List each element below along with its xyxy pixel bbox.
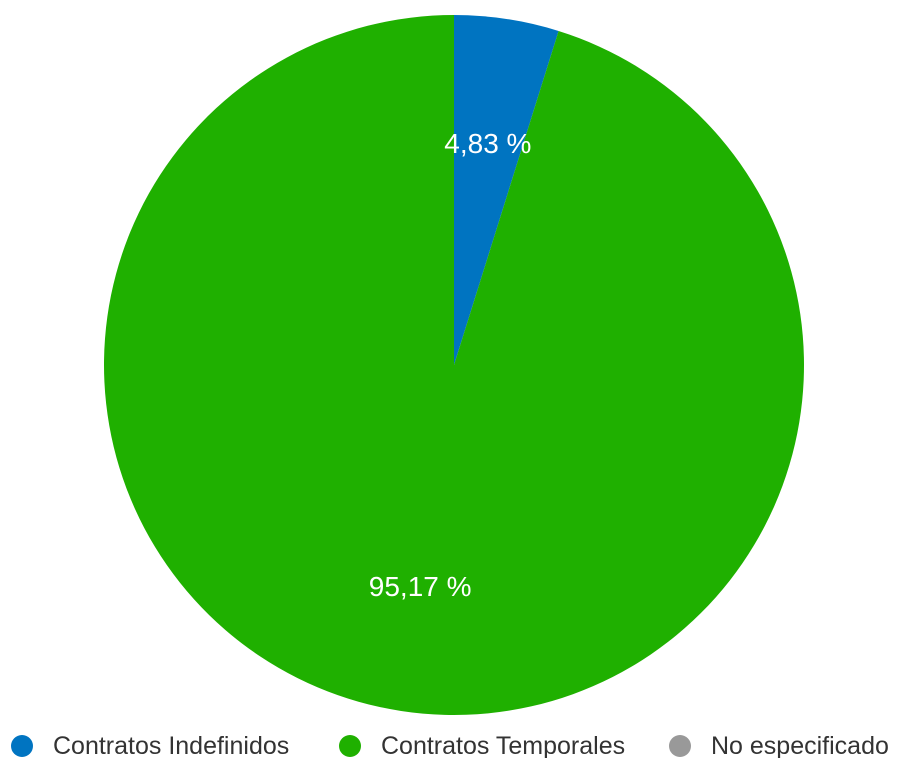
- legend-label: No especificado: [711, 732, 889, 758]
- legend-item-contratos-temporales[interactable]: Contratos Temporales: [339, 732, 625, 758]
- slice-value-label: 4,83 %: [444, 128, 531, 159]
- pie-slices: [103, 15, 804, 715]
- legend-label: Contratos Temporales: [381, 732, 625, 758]
- legend-item-no-especificado[interactable]: No especificado: [669, 732, 889, 758]
- legend-item-contratos-indefinidos[interactable]: Contratos Indefinidos: [11, 732, 289, 758]
- legend-swatch: [669, 735, 691, 757]
- pie-slice-contratos-indefinidos[interactable]: [454, 15, 559, 365]
- legend-swatch: [11, 735, 33, 757]
- legend-swatch: [339, 735, 361, 757]
- legend-label: Contratos Indefinidos: [53, 732, 289, 758]
- pie-slice-labels: 4,83 % 95,17 %: [369, 128, 532, 602]
- slice-value-label: 95,17 %: [369, 571, 472, 602]
- pie-slice-contratos-temporales[interactable]: [103, 15, 804, 715]
- chart-legend: Contratos Indefinidos Contratos Temporale…: [11, 732, 889, 758]
